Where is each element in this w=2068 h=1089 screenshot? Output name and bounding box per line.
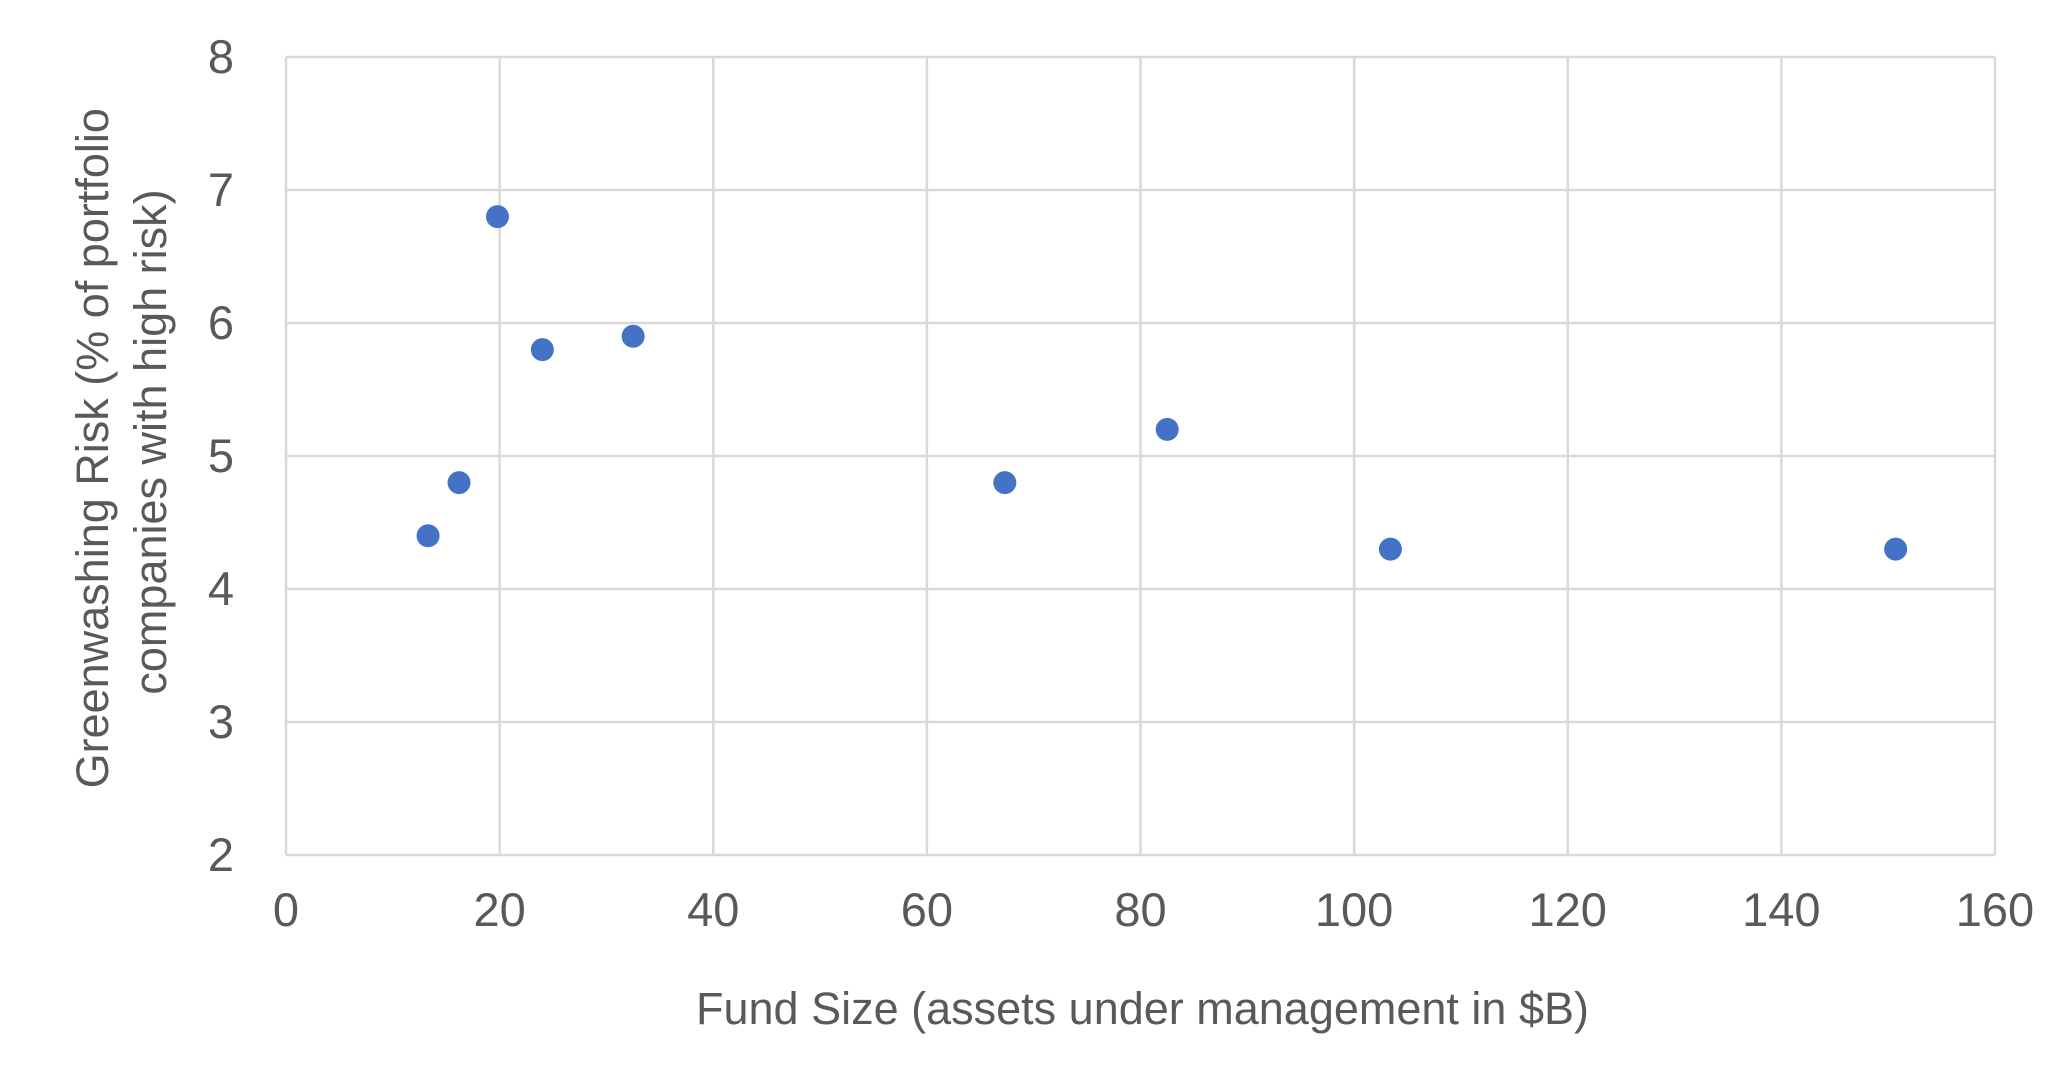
data-point: [621, 324, 645, 348]
data-point: [1378, 537, 1402, 561]
y-tick-label: 3: [208, 695, 234, 748]
data-point: [447, 471, 471, 495]
data-point: [1155, 417, 1179, 441]
data-point: [1884, 537, 1908, 561]
data-point: [485, 205, 509, 229]
y-tick-label: 4: [208, 562, 234, 615]
y-tick-labels: 2 3 4 5 6 7 8: [208, 30, 234, 881]
x-axis-title: Fund Size (assets under management in $B…: [696, 983, 1589, 1034]
gridlines: [284, 55, 1997, 857]
x-tick-label: 140: [1742, 883, 1820, 936]
x-tick-labels: 0 20 40 60 80 100 120 140 160: [273, 883, 2034, 936]
y-axis-title: Greenwashing Risk (% of portfolio compan…: [67, 96, 176, 789]
x-tick-label: 0: [273, 883, 299, 936]
y-tick-label: 7: [208, 163, 234, 216]
y-tick-label: 5: [208, 429, 234, 482]
y-axis-title-line-1: Greenwashing Risk (% of portfolio: [67, 108, 118, 788]
data-points: [416, 205, 1908, 561]
x-tick-label: 80: [1114, 883, 1166, 936]
y-tick-label: 6: [208, 296, 234, 349]
data-point: [530, 338, 554, 362]
x-tick-label: 60: [901, 883, 953, 936]
y-tick-label: 2: [208, 828, 234, 881]
data-point: [993, 471, 1017, 495]
x-tick-label: 40: [687, 883, 739, 936]
data-point: [416, 524, 440, 548]
y-axis-title-line-2: companies with high risk): [125, 189, 176, 694]
x-tick-label: 100: [1315, 883, 1393, 936]
x-tick-label: 160: [1956, 883, 2034, 936]
x-tick-label: 20: [473, 883, 525, 936]
y-tick-label: 8: [208, 30, 234, 83]
x-tick-label: 120: [1529, 883, 1607, 936]
